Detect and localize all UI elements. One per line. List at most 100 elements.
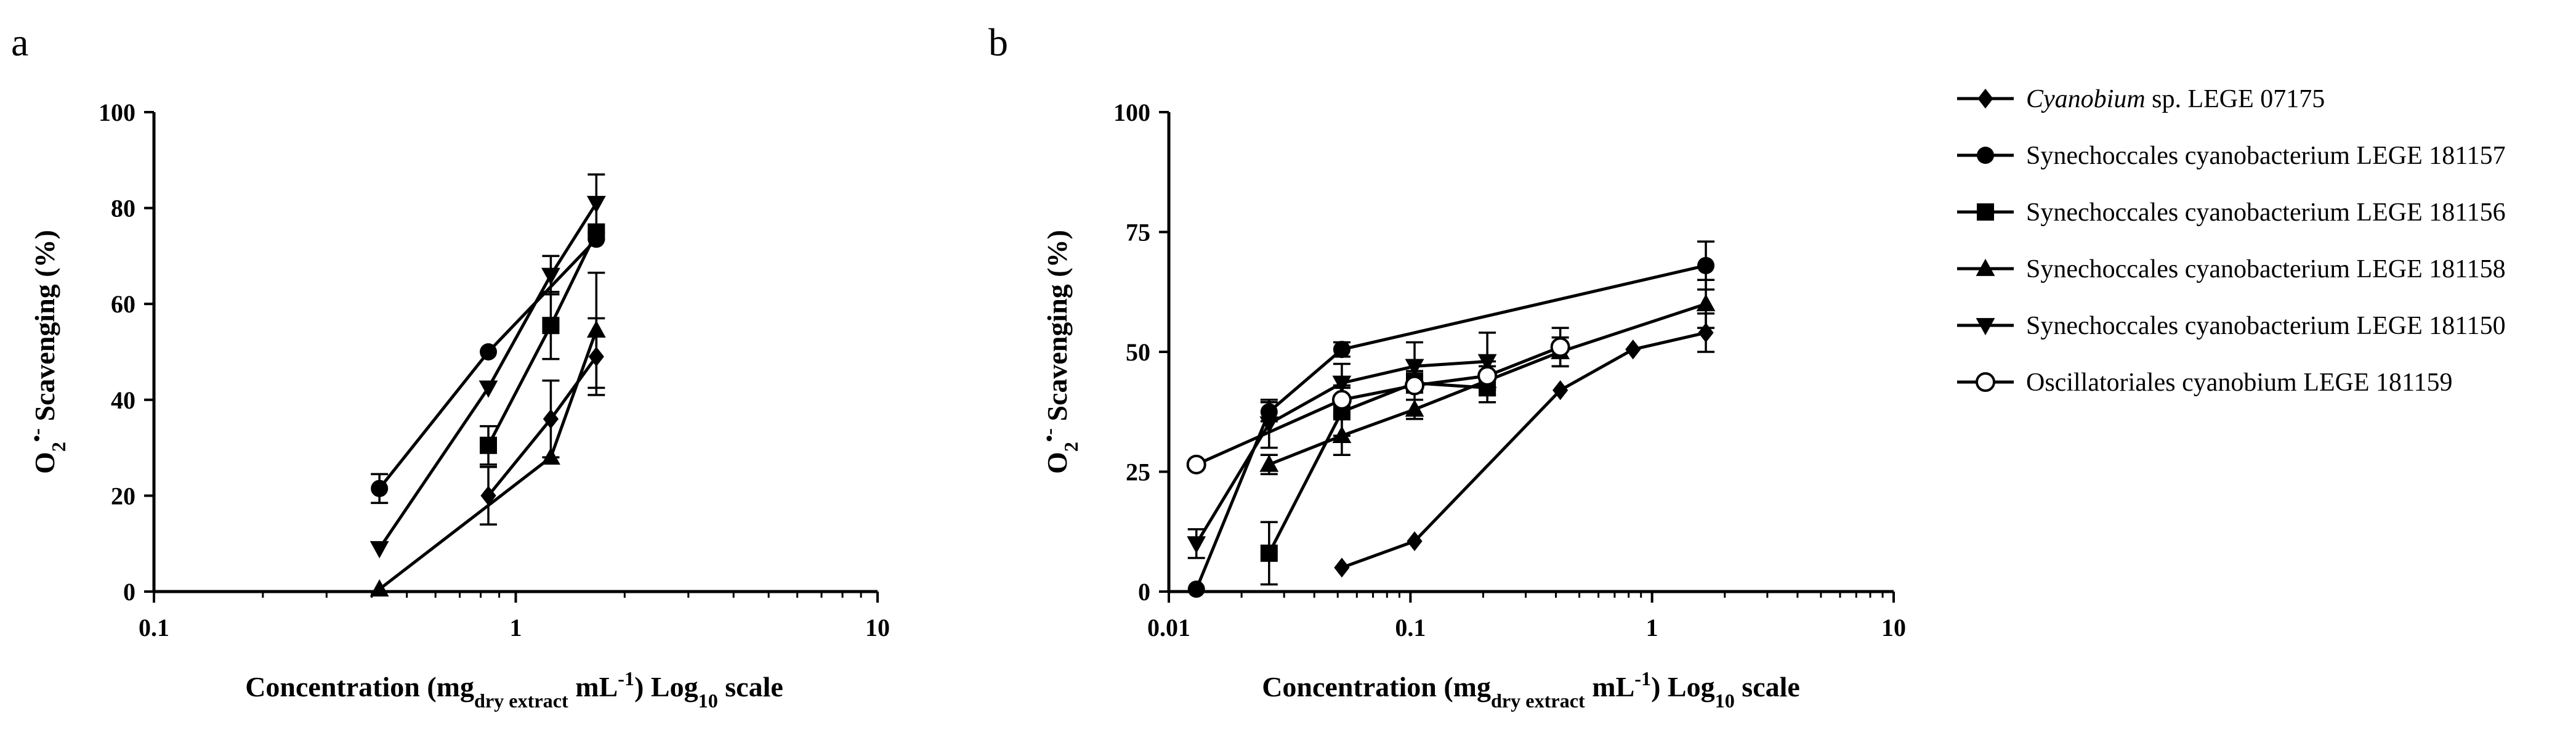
data-point-osc159 xyxy=(1477,365,1498,386)
data-point-syn156 xyxy=(542,317,560,335)
x-axis-title-part: ) Log xyxy=(634,671,698,702)
legend-label-cyanobium: Cyanobium sp. LEGE 07175 xyxy=(2026,85,2325,113)
legend-label-osc159: Oscillatoriales cyanobium LEGE 181159 xyxy=(2026,368,2452,397)
data-point-syn157 xyxy=(1187,580,1205,598)
legend-label-cyanobium-part: Cyanobium xyxy=(2026,85,2146,113)
y-tick-label: 40 xyxy=(111,386,135,414)
series-line-syn150 xyxy=(378,202,598,550)
data-point-syn158 xyxy=(586,320,606,338)
y-tick-label: 60 xyxy=(111,290,135,318)
data-point-osc159 xyxy=(1550,337,1570,357)
x-tick-label: 1 xyxy=(510,614,522,641)
data-point-osc159 xyxy=(1331,389,1352,410)
legend-entry-osc159: Oscillatoriales cyanobium LEGE 181159 xyxy=(1957,368,2452,397)
legend-marker-syn158 xyxy=(1976,258,1995,276)
data-point-syn150 xyxy=(586,195,606,213)
series-osc159 xyxy=(1186,327,1570,474)
panel-a-letter: a xyxy=(11,20,28,64)
series-line-syn156 xyxy=(1267,381,1488,554)
data-point-osc159 xyxy=(1186,454,1206,474)
legend-label-osc159-part: Oscillatoriales cyanobium LEGE 181159 xyxy=(2026,368,2452,397)
x-axis-title-part: Concentration (mg xyxy=(245,671,474,702)
x-axis-title-part: Concentration (mg xyxy=(1262,671,1491,702)
data-point-syn150 xyxy=(369,541,389,559)
panel-b-letter: b xyxy=(988,20,1008,64)
y-tick-label: 50 xyxy=(1126,338,1150,366)
data-point-cyanobium xyxy=(1552,380,1569,401)
x-axis-title-part: dry extract xyxy=(1491,690,1585,712)
y-tick-label: 0 xyxy=(1138,578,1150,606)
x-axis-title-part: -1 xyxy=(1634,667,1651,690)
x-axis-title-part: dry extract xyxy=(474,690,568,712)
data-point-syn150 xyxy=(541,267,560,285)
data-point-cyanobium xyxy=(1625,340,1641,360)
legend-marker-osc159 xyxy=(1976,372,1995,392)
x-axis-title: Concentration (mgdry extract mL-1) Log10… xyxy=(1262,667,1800,712)
y-axis-title-part: 2 xyxy=(1060,442,1082,452)
data-point-syn158 xyxy=(369,579,389,597)
x-axis-title-part: 10 xyxy=(698,690,718,712)
data-point-syn158 xyxy=(541,447,560,465)
data-point-cyanobium xyxy=(1334,558,1350,578)
legend-marker-syn157 xyxy=(1977,147,1994,164)
series-syn158 xyxy=(1259,279,1716,476)
x-tick-label: 10 xyxy=(1881,614,1906,641)
y-axis-title-part: •- xyxy=(25,428,47,442)
data-point-syn150 xyxy=(1259,416,1279,434)
y-axis-title-part: Scavenging (%) xyxy=(1041,230,1073,428)
legend-marker-cyanobium xyxy=(1977,88,1993,109)
x-axis-title-part: scale xyxy=(1735,671,1800,702)
x-axis-title: Concentration (mgdry extract mL-1) Log10… xyxy=(245,667,783,712)
x-axis-title-part: scale xyxy=(718,671,783,702)
x-axis-title-part: 10 xyxy=(1715,690,1735,712)
x-axis-title-part: -1 xyxy=(618,667,634,690)
y-axis-title-part: •- xyxy=(1038,428,1060,442)
data-point-syn158 xyxy=(1259,454,1279,472)
legend-marker-syn156 xyxy=(1977,203,1994,221)
y-tick-label: 100 xyxy=(99,99,135,126)
data-point-syn158 xyxy=(1696,294,1716,312)
data-point-syn150 xyxy=(1405,359,1424,377)
series-line-syn158 xyxy=(1268,302,1706,466)
x-axis-title-part: mL xyxy=(568,671,618,702)
data-point-cyanobium xyxy=(1407,531,1423,552)
legend-entry-syn156: Synechoccales cyanobacterium LEGE 181156 xyxy=(1957,198,2506,227)
x-tick-label: 10 xyxy=(865,614,890,641)
y-axis-title-part: 2 xyxy=(47,442,70,452)
data-point-syn157 xyxy=(480,343,498,360)
data-point-syn158 xyxy=(1405,399,1424,417)
legend-label-syn150: Synechoccales cyanobacterium LEGE 181150 xyxy=(2026,312,2506,340)
y-axis-title-part: O xyxy=(1041,452,1073,474)
legend-entry-syn150: Synechoccales cyanobacterium LEGE 181150 xyxy=(1957,312,2506,340)
series-syn156 xyxy=(1260,372,1496,586)
y-tick-label: 75 xyxy=(1126,219,1150,246)
data-point-syn150 xyxy=(478,380,498,398)
data-point-syn150 xyxy=(1187,536,1206,554)
y-tick-label: 25 xyxy=(1126,458,1150,486)
legend-label-syn156-part: Synechoccales cyanobacterium LEGE 181156 xyxy=(2026,198,2506,227)
series-line-cyanobium xyxy=(1341,331,1706,569)
data-point-syn156 xyxy=(1260,544,1278,562)
legend-marker-syn150 xyxy=(1976,318,1995,336)
x-tick-label: 1 xyxy=(1646,614,1658,641)
series-syn156 xyxy=(480,223,605,466)
data-point-cyanobium xyxy=(543,409,559,430)
y-tick-label: 100 xyxy=(1113,99,1150,126)
x-axis-title-part: mL xyxy=(1585,671,1635,702)
legend-entry-syn157: Synechoccales cyanobacterium LEGE 181157 xyxy=(1957,142,2506,170)
legend-entry-cyanobium: Cyanobium sp. LEGE 07175 xyxy=(1957,85,2325,113)
y-tick-label: 0 xyxy=(123,578,135,606)
y-axis-title: O2•- Scavenging (%) xyxy=(25,230,70,474)
y-axis-title-part: O xyxy=(29,452,60,474)
data-point-syn150 xyxy=(1332,375,1352,393)
series-syn150 xyxy=(369,173,606,559)
y-axis-title-part: Scavenging (%) xyxy=(29,230,60,428)
legend-label-syn158-part: Synechoccales cyanobacterium LEGE 181158 xyxy=(2026,255,2506,283)
data-point-syn156 xyxy=(480,436,498,454)
series-line-syn157 xyxy=(1195,264,1706,590)
x-tick-label: 0.1 xyxy=(139,614,169,641)
